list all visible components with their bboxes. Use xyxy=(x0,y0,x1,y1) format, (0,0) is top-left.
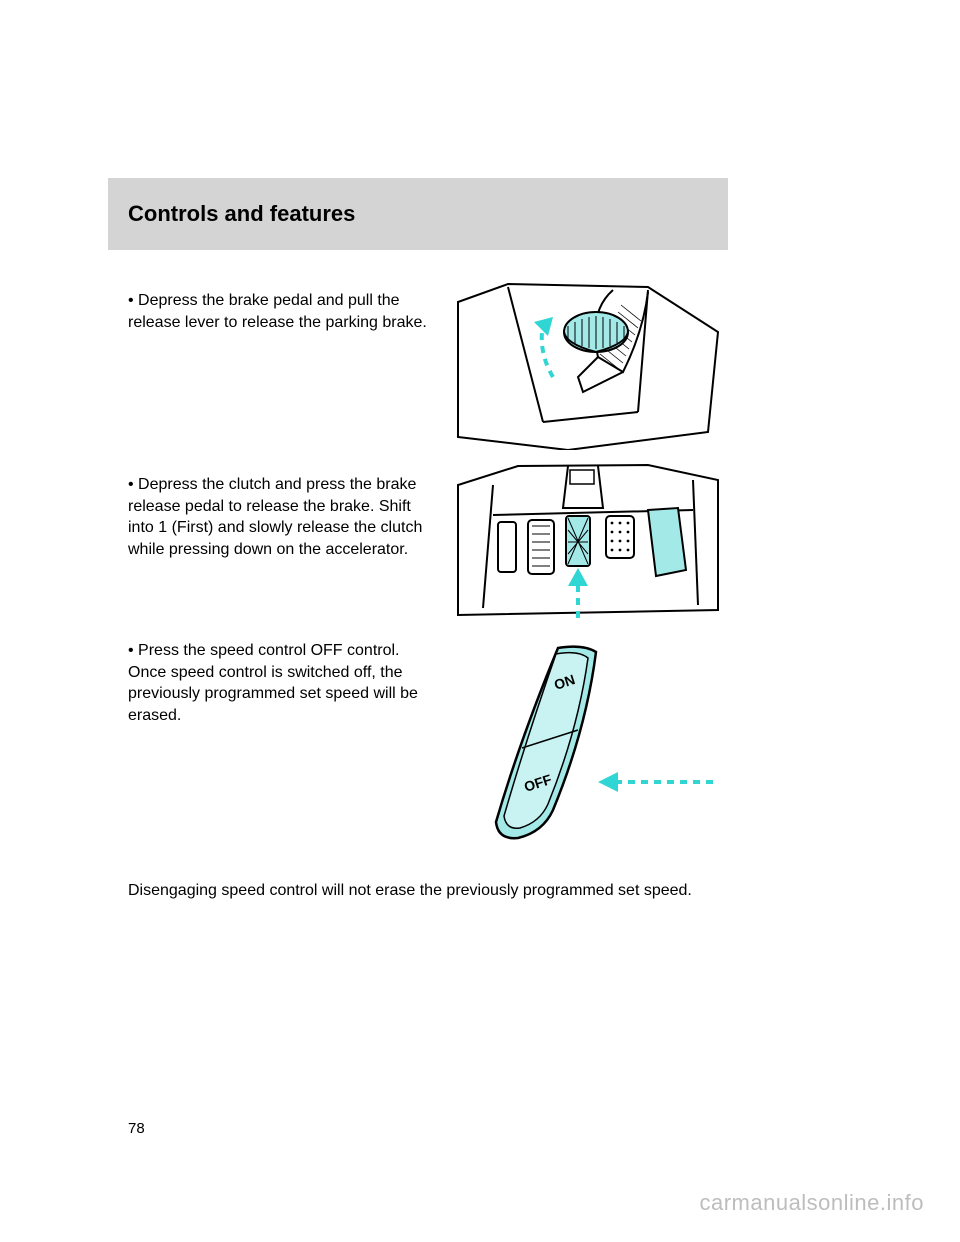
watermark: carmanualsonline.info xyxy=(699,1190,924,1216)
illustration-brake-lever xyxy=(448,282,728,450)
illustration-pedals xyxy=(448,460,728,628)
chapter-title: Controls and features xyxy=(128,201,355,227)
paragraph-2: • Depress the clutch and press the brake… xyxy=(128,474,438,560)
paragraph-1: • Depress the brake pedal and pull the r… xyxy=(128,290,438,333)
chapter-header: Controls and features xyxy=(108,178,728,250)
paragraph-3: • Press the speed control OFF control. O… xyxy=(128,640,438,726)
page-number: 78 xyxy=(128,1120,145,1137)
paragraph-4: Disengaging speed control will not erase… xyxy=(128,880,718,902)
illustration-speed-control-switch: ON OFF xyxy=(448,640,728,860)
